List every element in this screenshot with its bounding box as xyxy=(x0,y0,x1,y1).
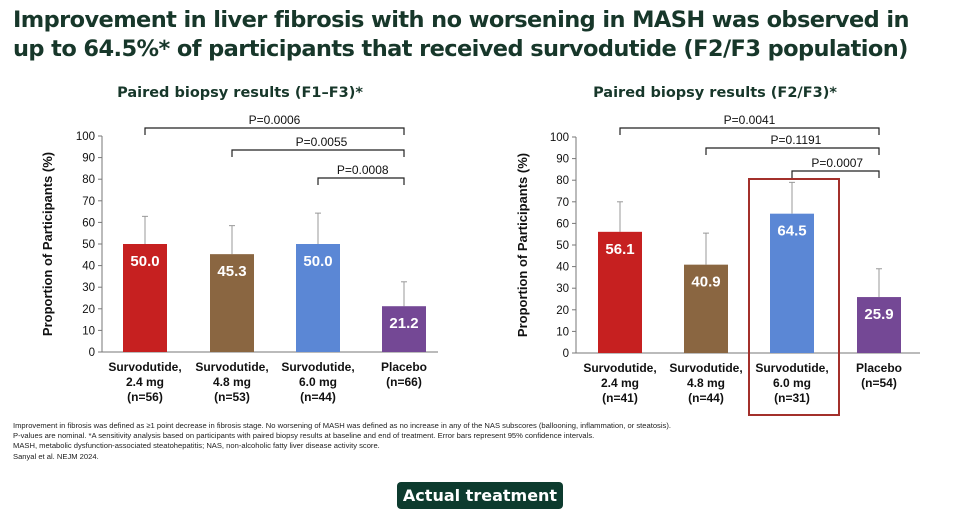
y-tick-label: 90 xyxy=(556,154,569,166)
y-tick-label: 60 xyxy=(82,217,95,229)
y-tick-label: 80 xyxy=(556,175,569,187)
bar xyxy=(123,244,167,352)
y-axis-label: Proportion of Participants (%) xyxy=(515,153,530,337)
significance-bracket xyxy=(231,149,405,157)
bar xyxy=(857,297,901,353)
x-tick-label: Survodutide, xyxy=(583,361,656,375)
y-tick-label: 20 xyxy=(82,304,95,316)
footnote: Sanyal et al. NEJM 2024. xyxy=(13,451,99,461)
y-tick-label: 80 xyxy=(82,174,95,186)
x-tick-label: (n=54) xyxy=(861,376,897,390)
page-title: Improvement in liver fibrosis with no wo… xyxy=(13,6,953,64)
y-tick-label: 70 xyxy=(556,197,569,209)
p-value-label: P=0.0006 xyxy=(249,113,301,127)
significance-bracket xyxy=(619,127,880,135)
highlight-box xyxy=(748,178,840,416)
y-tick-label: 70 xyxy=(82,196,95,208)
bar-value-label: 50.0 xyxy=(130,253,159,270)
y-tick-label: 30 xyxy=(82,282,95,294)
significance-bracket xyxy=(144,127,405,135)
y-tick-label: 50 xyxy=(556,240,569,252)
p-value-label: P=0.0041 xyxy=(724,113,776,127)
bar xyxy=(770,213,814,353)
y-tick-label: 20 xyxy=(556,305,569,317)
bar-value-label: 56.1 xyxy=(605,241,634,258)
charts: Paired biopsy results (F1–F3)* Proportion… xyxy=(40,85,920,416)
x-tick-label: 4.8 mg xyxy=(687,376,725,390)
bar-value-label: 45.3 xyxy=(217,263,246,280)
x-tick-label: (n=44) xyxy=(688,391,724,405)
bar-value-label: 21.2 xyxy=(389,315,418,332)
title-line-2: up to 64.5%* of participants that receiv… xyxy=(13,36,908,62)
chart-title: Paired biopsy results (F1–F3)* xyxy=(117,85,363,101)
footnote: MASH, metabolic dysfunction-associated s… xyxy=(13,441,380,451)
x-tick-label: Survodutide, xyxy=(669,361,742,375)
y-tick-label: 100 xyxy=(550,132,569,144)
actual-treatment-button[interactable]: Actual treatment xyxy=(397,482,563,509)
footnotes: Improvement in fibrosis was defined as ≥… xyxy=(13,421,671,462)
x-tick-label: Placebo xyxy=(381,360,427,374)
x-tick-label: 2.4 mg xyxy=(601,376,639,390)
y-tick-label: 90 xyxy=(82,153,95,165)
bar xyxy=(598,231,642,353)
bar xyxy=(296,244,340,352)
p-value-label: P=0.0007 xyxy=(811,156,863,170)
x-tick-label: (n=53) xyxy=(214,390,250,404)
bar xyxy=(684,264,728,353)
x-tick-label: (n=31) xyxy=(774,391,810,405)
p-value-label: P=0.0055 xyxy=(296,135,348,149)
x-tick-label: (n=41) xyxy=(602,391,638,405)
y-tick-label: 30 xyxy=(556,283,569,295)
significance-bracket xyxy=(791,170,880,178)
x-tick-label: 2.4 mg xyxy=(126,375,164,389)
title-line-1: Improvement in liver fibrosis with no wo… xyxy=(13,7,909,33)
x-tick-label: Survodutide, xyxy=(195,360,268,374)
x-tick-label: Survodutide, xyxy=(281,360,354,374)
bar-value-label: 25.9 xyxy=(864,306,893,323)
y-axis-label: Proportion of Participants (%) xyxy=(40,152,55,336)
y-tick-label: 50 xyxy=(82,239,95,251)
y-tick-label: 100 xyxy=(76,131,95,143)
footnote: Improvement in fibrosis was defined as ≥… xyxy=(13,421,671,430)
x-tick-label: (n=44) xyxy=(300,390,336,404)
chart-title: Paired biopsy results (F2/F3)* xyxy=(593,85,837,101)
y-tick-label: 60 xyxy=(556,218,569,230)
y-tick-label: 40 xyxy=(82,261,95,273)
x-tick-label: 6.0 mg xyxy=(299,375,337,389)
bar-value-label: 40.9 xyxy=(691,274,720,291)
y-tick-label: 10 xyxy=(556,326,569,338)
footnote: P-values are nominal. *A sensitivity ana… xyxy=(13,431,595,441)
bar-value-label: 64.5 xyxy=(777,223,806,240)
y-tick-label: 0 xyxy=(563,348,569,360)
y-tick-label: 40 xyxy=(556,262,569,274)
significance-bracket xyxy=(317,177,405,185)
x-tick-label: Survodutide, xyxy=(755,361,828,375)
x-tick-label: Survodutide, xyxy=(108,360,181,374)
bar xyxy=(382,306,426,352)
x-tick-label: Placebo xyxy=(856,361,902,375)
x-tick-label: (n=56) xyxy=(127,390,163,404)
bar xyxy=(210,254,254,352)
p-value-label: P=0.0008 xyxy=(337,163,389,177)
x-tick-label: 4.8 mg xyxy=(213,375,251,389)
p-value-label: P=0.1191 xyxy=(771,133,822,147)
x-tick-label: (n=66) xyxy=(386,375,422,389)
y-tick-label: 0 xyxy=(89,347,95,359)
significance-bracket xyxy=(705,147,880,155)
x-tick-label: 6.0 mg xyxy=(773,376,811,390)
y-tick-label: 10 xyxy=(82,325,95,337)
bar-value-label: 50.0 xyxy=(303,253,332,270)
